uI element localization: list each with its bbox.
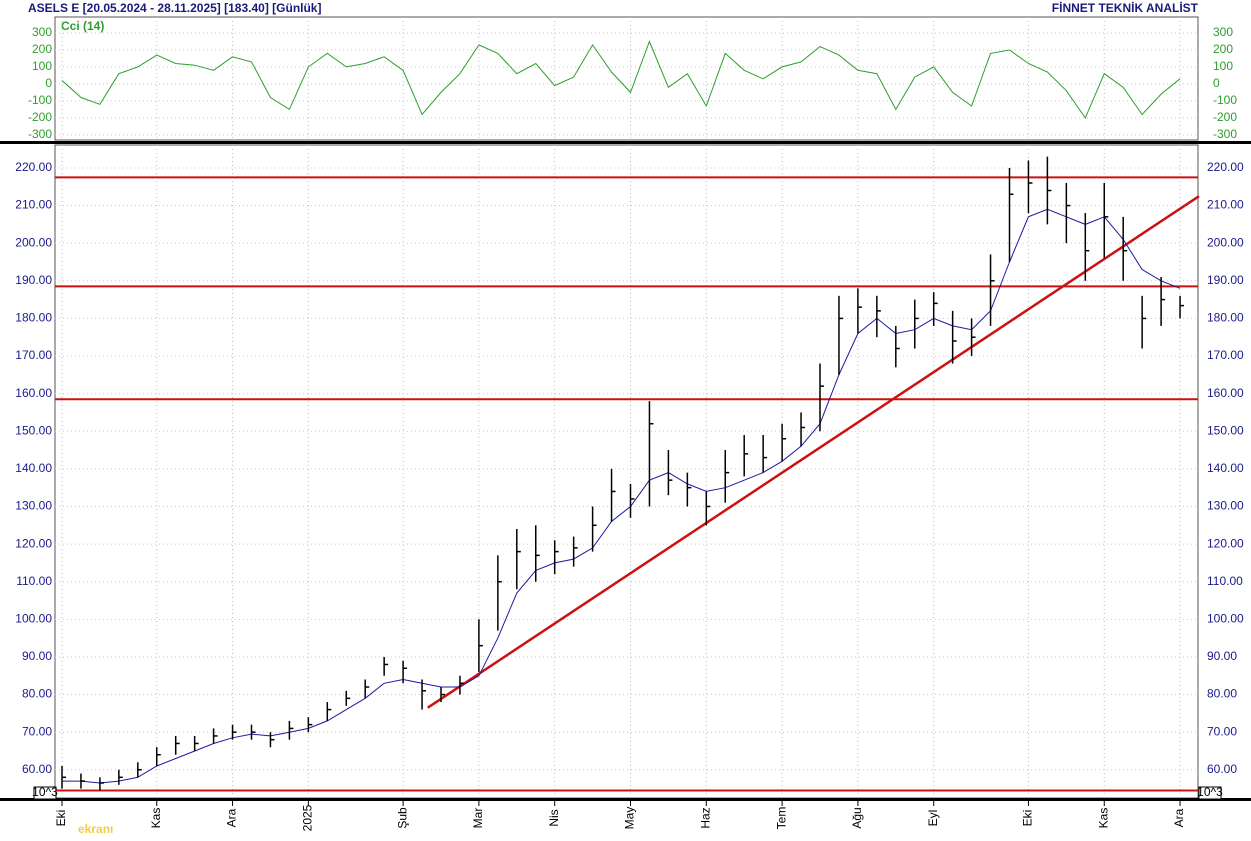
y-tick-label: 100.00 [1207, 611, 1244, 625]
y-tick-label: 140.00 [1207, 461, 1244, 475]
x-tick-label: Ağu [850, 807, 864, 828]
y-tick-label: 90.00 [1207, 649, 1237, 663]
y-tick-label: 150.00 [1207, 423, 1244, 437]
y-tick-label: 80.00 [1207, 687, 1237, 701]
y-tick-label: 200 [32, 42, 52, 56]
separator [0, 141, 1251, 144]
y-tick-label: -100 [1213, 93, 1237, 107]
y-tick-label: 110.00 [16, 574, 52, 588]
x-tick-label: 2025 [301, 804, 315, 831]
y-tick-label: 300 [32, 25, 52, 39]
y-tick-label: 170.00 [15, 348, 52, 362]
y-tick-label: 180.00 [1207, 311, 1244, 325]
y-tick-label: 100 [1213, 59, 1233, 73]
trend-line [427, 195, 1200, 709]
chart-subtitle: FİNNET TEKNİK ANALİST [1052, 0, 1199, 15]
y-tick-label: 70.00 [1207, 724, 1237, 738]
y-tick-label: 200.00 [15, 235, 52, 249]
y-tick-label: 190.00 [1207, 273, 1244, 287]
axis-note: 10^3 [1197, 785, 1223, 799]
chart-title: ASELS E [20.05.2024 - 28.11.2025] [183.4… [28, 1, 321, 15]
x-tick-label: Kas [1096, 808, 1110, 829]
note-box [1198, 786, 1222, 800]
axis-note: 10^3 [32, 785, 58, 799]
y-tick-label: 160.00 [1207, 386, 1244, 400]
y-tick-label: 0 [45, 76, 52, 90]
y-tick-label: 170.00 [1207, 348, 1244, 362]
cci-panel [54, 16, 1199, 141]
cci-line [61, 40, 1181, 119]
y-tick-label: 100.00 [15, 611, 52, 625]
x-tick-label: Ara [1172, 808, 1186, 827]
x-tick-label: Kas [149, 808, 163, 829]
y-tick-label: 90.00 [22, 649, 52, 663]
x-tick-label: May [623, 807, 637, 830]
y-tick-label: 200.00 [1207, 235, 1244, 249]
y-tick-label: 300 [1213, 25, 1233, 39]
y-tick-label: 140.00 [15, 461, 52, 475]
separator [0, 798, 1251, 801]
y-tick-label: 110.00 [1207, 574, 1243, 588]
y-tick-label: -100 [28, 93, 52, 107]
x-tick-label: Mar [471, 808, 485, 829]
note-box [33, 786, 57, 800]
x-tick-label: Eki [54, 810, 68, 827]
y-tick-label: 130.00 [15, 499, 52, 513]
y-tick-label: -200 [1213, 110, 1237, 124]
y-tick-label: 150.00 [15, 423, 52, 437]
y-tick-label: 220.00 [15, 160, 52, 174]
y-tick-label: 220.00 [1207, 160, 1244, 174]
x-tick-label: Nis [547, 809, 561, 826]
y-tick-label: 210.00 [1207, 198, 1244, 212]
x-tick-label: Haz [698, 807, 712, 828]
legend-entry: Cci (14) [61, 19, 104, 33]
y-tick-label: 210.00 [15, 198, 52, 212]
y-tick-label: 180.00 [15, 311, 52, 325]
y-tick-label: 100 [32, 59, 52, 73]
y-tick-label: 60.00 [22, 762, 52, 776]
y-tick-label: 60.00 [1207, 762, 1237, 776]
x-tick-label: Şub [395, 807, 409, 829]
y-tick-label: 120.00 [15, 536, 52, 550]
y-tick-label: -200 [28, 110, 52, 124]
x-tick-label: Eyl [926, 810, 940, 827]
y-tick-label: 80.00 [22, 687, 52, 701]
watermark: ekranı [78, 822, 113, 836]
x-tick-label: Tem [774, 807, 788, 830]
y-tick-label: 200 [1213, 42, 1233, 56]
y-tick-label: -300 [28, 127, 52, 141]
y-tick-label: 190.00 [15, 273, 52, 287]
y-tick-label: 130.00 [1207, 499, 1244, 513]
x-tick-label: Eki [1021, 810, 1035, 827]
y-tick-label: -300 [1213, 127, 1237, 141]
y-tick-label: 70.00 [22, 724, 52, 738]
y-tick-label: 0 [1213, 76, 1220, 90]
y-tick-label: 120.00 [1207, 536, 1244, 550]
moving-average [62, 208, 1181, 784]
y-tick-label: 160.00 [15, 386, 52, 400]
x-tick-label: Ara [225, 808, 239, 827]
